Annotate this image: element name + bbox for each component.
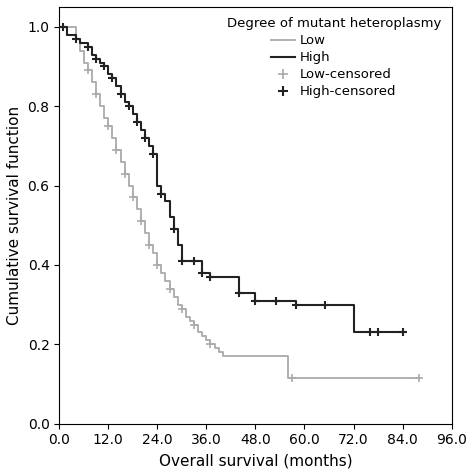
X-axis label: Overall survival (months): Overall survival (months) bbox=[159, 453, 352, 468]
Legend: Low, High, Low-censored, High-censored: Low, High, Low-censored, High-censored bbox=[223, 14, 445, 102]
Y-axis label: Cumulative survival function: Cumulative survival function bbox=[7, 106, 22, 325]
